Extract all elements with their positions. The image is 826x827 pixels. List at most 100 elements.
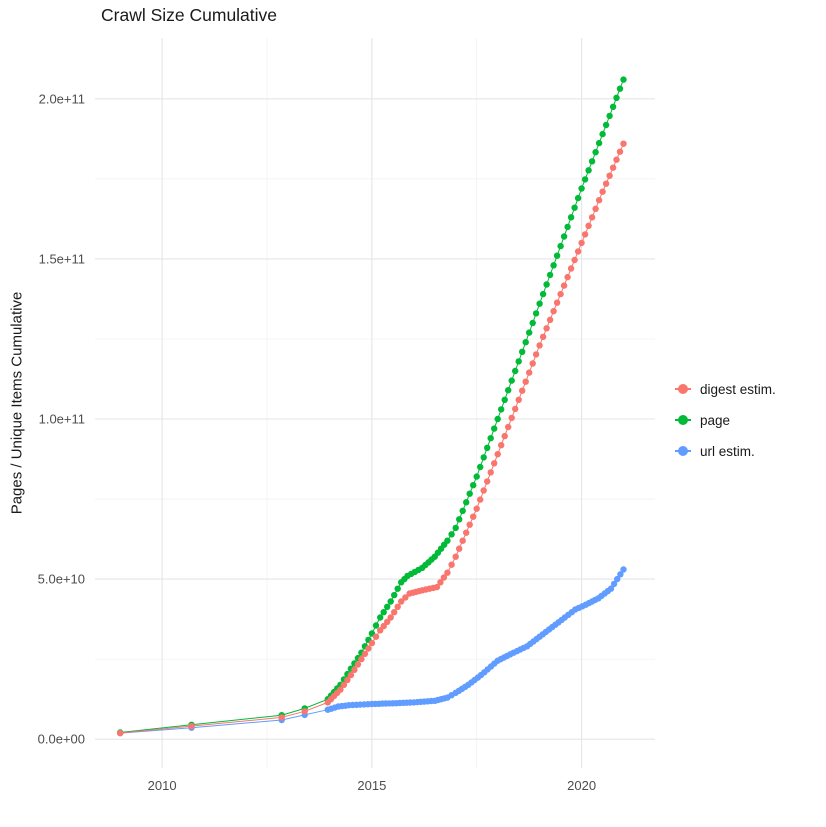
legend-item-url-estim: url estim.	[674, 442, 776, 460]
data-point-page	[585, 167, 592, 174]
data-point-digest-estim	[487, 469, 494, 476]
data-point-digest-estim	[505, 423, 512, 431]
data-point-digest-estim	[491, 460, 498, 467]
data-point-digest-estim	[384, 618, 391, 625]
data-point-digest-estim	[557, 290, 564, 298]
x-tick-label: 2010	[148, 778, 177, 793]
data-point-digest-estim	[337, 686, 344, 693]
data-point-page	[463, 499, 470, 506]
data-point-page	[532, 310, 540, 317]
data-point-digest-estim	[344, 676, 351, 684]
data-point-url-estim	[607, 585, 615, 592]
data-point-digest-estim	[456, 545, 463, 552]
data-point-page	[522, 339, 529, 346]
data-point-page	[560, 233, 568, 240]
data-point-page	[466, 490, 473, 497]
data-point-digest-estim	[543, 325, 550, 332]
y-tick-label: 2.0e+11	[39, 91, 85, 106]
y-tick-label: 5.0e+10	[38, 572, 85, 587]
data-point-page	[448, 531, 455, 538]
data-point-page	[452, 524, 459, 532]
data-point-page	[592, 149, 599, 156]
data-point-digest-estim	[301, 708, 308, 715]
data-point-digest-estim	[398, 598, 405, 605]
data-point-page	[484, 444, 491, 451]
data-point-digest-estim	[278, 714, 285, 721]
data-point-url-estim	[614, 575, 621, 583]
data-point-page	[581, 176, 589, 183]
data-point-page	[536, 300, 543, 307]
data-point-digest-estim	[394, 603, 401, 610]
data-point-digest-estim	[501, 432, 508, 440]
data-point-digest-estim	[433, 583, 441, 591]
data-point-digest-estim	[391, 609, 398, 616]
legend-key-icon	[674, 380, 692, 398]
data-point-page	[459, 507, 466, 514]
y-tick-label: 0.0e+00	[38, 732, 85, 747]
data-point-digest-estim	[609, 164, 617, 171]
data-point-digest-estim	[365, 645, 372, 652]
data-point-digest-estim	[368, 639, 376, 647]
data-point-digest-estim	[494, 451, 501, 458]
legend-item-page: page	[674, 411, 776, 429]
data-point-page	[480, 454, 487, 461]
data-point-digest-estim	[539, 333, 547, 340]
data-point-url-estim	[617, 571, 624, 578]
data-point-page	[613, 94, 620, 102]
data-point-page	[477, 463, 484, 471]
data-point-page	[473, 473, 480, 480]
data-point-digest-estim	[620, 140, 627, 147]
data-point-page	[444, 537, 451, 544]
data-point-digest-estim	[599, 188, 606, 195]
data-point-digest-estim	[444, 569, 451, 576]
data-point-digest-estim	[550, 308, 557, 315]
data-point-page	[620, 76, 627, 83]
data-point-page	[588, 158, 596, 165]
series-digest-estim	[117, 140, 627, 737]
data-point-page	[487, 435, 494, 442]
data-point-page	[494, 415, 501, 423]
data-point-digest-estim	[532, 351, 540, 358]
data-point-digest-estim	[351, 666, 358, 673]
data-point-page	[372, 622, 380, 629]
data-point-page	[616, 85, 624, 92]
data-point-digest-estim	[595, 197, 603, 204]
data-point-digest-estim	[546, 316, 554, 323]
data-point-digest-estim	[592, 205, 599, 212]
data-point-digest-estim	[508, 414, 515, 422]
legend-item-digest-estim: digest estim.	[674, 380, 776, 398]
data-point-digest-estim	[602, 180, 610, 187]
x-tick-label: 2015	[357, 778, 386, 793]
data-point-digest-estim	[498, 442, 505, 449]
data-point-digest-estim	[606, 172, 613, 179]
chart-title: Crawl Size Cumulative	[101, 5, 278, 25]
data-point-digest-estim	[354, 661, 362, 668]
data-point-page	[553, 252, 561, 259]
data-point-digest-estim	[448, 561, 455, 568]
data-point-digest-estim	[588, 214, 596, 221]
data-point-digest-estim	[402, 594, 409, 601]
data-point-page	[512, 367, 519, 375]
data-point-digest-estim	[358, 655, 365, 663]
data-point-digest-estim	[484, 478, 491, 485]
data-point-digest-estim	[437, 579, 444, 586]
data-point-url-estim	[610, 580, 618, 588]
data-point-digest-estim	[616, 148, 624, 155]
legend: digest estim. page url estim.	[674, 380, 776, 460]
data-point-page	[377, 614, 384, 621]
data-point-page	[550, 262, 557, 269]
series-url-estim	[117, 566, 627, 737]
data-point-digest-estim	[581, 231, 589, 238]
data-point-page	[599, 130, 606, 138]
data-point-digest-estim	[470, 513, 477, 520]
data-point-digest-estim	[526, 369, 533, 376]
data-point-digest-estim	[574, 248, 582, 255]
y-tick-label: 1.5e+11	[39, 251, 85, 266]
data-point-digest-estim	[440, 574, 448, 581]
data-point-page	[456, 516, 463, 523]
data-point-digest-estim	[477, 496, 484, 503]
data-point-page	[609, 103, 617, 111]
data-point-page	[529, 319, 536, 327]
data-point-digest-estim	[522, 378, 529, 385]
